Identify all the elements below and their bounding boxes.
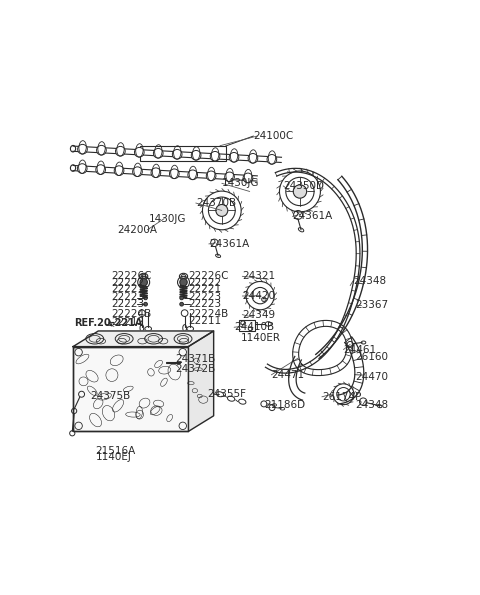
Circle shape	[210, 152, 220, 161]
Bar	[73, 347, 188, 431]
Text: 22221: 22221	[188, 284, 221, 294]
Polygon shape	[73, 331, 214, 347]
Text: 22212: 22212	[111, 317, 144, 327]
Text: 24420: 24420	[242, 291, 275, 301]
Circle shape	[180, 296, 183, 300]
Text: 22211: 22211	[188, 315, 221, 325]
Text: 24410B: 24410B	[234, 322, 274, 332]
Polygon shape	[188, 331, 214, 431]
Text: 22222: 22222	[188, 278, 221, 287]
Circle shape	[132, 167, 142, 177]
Bar	[140, 146, 226, 161]
Circle shape	[169, 169, 179, 178]
Circle shape	[243, 173, 253, 183]
Text: 24470: 24470	[356, 372, 389, 382]
Text: 24372B: 24372B	[175, 364, 216, 374]
Circle shape	[114, 166, 124, 176]
Circle shape	[151, 168, 161, 177]
Text: 24371B: 24371B	[175, 354, 216, 364]
Circle shape	[229, 152, 239, 162]
Text: 22224B: 22224B	[188, 309, 228, 319]
Text: 22223: 22223	[111, 293, 144, 302]
Text: 22221: 22221	[111, 284, 144, 294]
Circle shape	[188, 170, 198, 180]
Text: 1430JG: 1430JG	[222, 178, 259, 188]
Text: 1140EJ: 1140EJ	[96, 452, 131, 462]
Circle shape	[206, 171, 216, 181]
Text: 24355F: 24355F	[207, 389, 246, 399]
Text: 22226C: 22226C	[188, 271, 229, 281]
Text: 1430JG: 1430JG	[149, 214, 187, 224]
Circle shape	[192, 151, 201, 160]
Circle shape	[225, 172, 234, 181]
Text: 21516A: 21516A	[96, 446, 135, 456]
Text: 24361A: 24361A	[209, 239, 249, 249]
Text: 24471: 24471	[271, 370, 304, 380]
Circle shape	[248, 154, 258, 163]
Bar	[73, 347, 188, 431]
Circle shape	[144, 296, 147, 300]
Text: 26174P: 26174P	[322, 392, 361, 402]
Text: 24349: 24349	[242, 309, 276, 320]
Text: 24461: 24461	[344, 345, 377, 355]
Text: 22222: 22222	[111, 278, 144, 287]
Circle shape	[267, 155, 276, 164]
Circle shape	[262, 297, 266, 302]
Circle shape	[293, 185, 307, 198]
Circle shape	[96, 145, 106, 155]
Circle shape	[216, 205, 228, 217]
Text: 1140ER: 1140ER	[241, 333, 281, 343]
Text: 26160: 26160	[356, 352, 389, 362]
Text: 24200A: 24200A	[118, 225, 157, 235]
Text: REF.20-221A: REF.20-221A	[74, 318, 143, 328]
Circle shape	[172, 149, 182, 159]
Circle shape	[77, 164, 87, 173]
Text: 22223: 22223	[188, 299, 221, 309]
Text: 22226C: 22226C	[111, 271, 152, 281]
Text: 22223: 22223	[188, 293, 221, 302]
Text: 22224B: 22224B	[111, 309, 152, 319]
Text: 21186D: 21186D	[264, 400, 306, 411]
Text: 24361A: 24361A	[292, 211, 333, 221]
Circle shape	[78, 145, 87, 154]
Bar	[239, 320, 255, 331]
Circle shape	[144, 302, 147, 306]
Circle shape	[154, 148, 163, 158]
Circle shape	[140, 278, 147, 286]
Text: 24348: 24348	[355, 400, 388, 411]
Circle shape	[180, 302, 183, 306]
Text: 24370B: 24370B	[196, 198, 236, 208]
Circle shape	[180, 278, 187, 286]
Circle shape	[96, 165, 106, 174]
Text: 22223: 22223	[111, 299, 144, 309]
Text: 24348: 24348	[353, 275, 386, 286]
Circle shape	[134, 148, 144, 157]
Text: 24375B: 24375B	[90, 392, 130, 402]
Text: 24350D: 24350D	[283, 181, 324, 191]
Text: 24100C: 24100C	[253, 131, 294, 141]
Text: 23367: 23367	[356, 300, 389, 311]
Circle shape	[116, 146, 125, 156]
Text: 24321: 24321	[242, 271, 276, 281]
